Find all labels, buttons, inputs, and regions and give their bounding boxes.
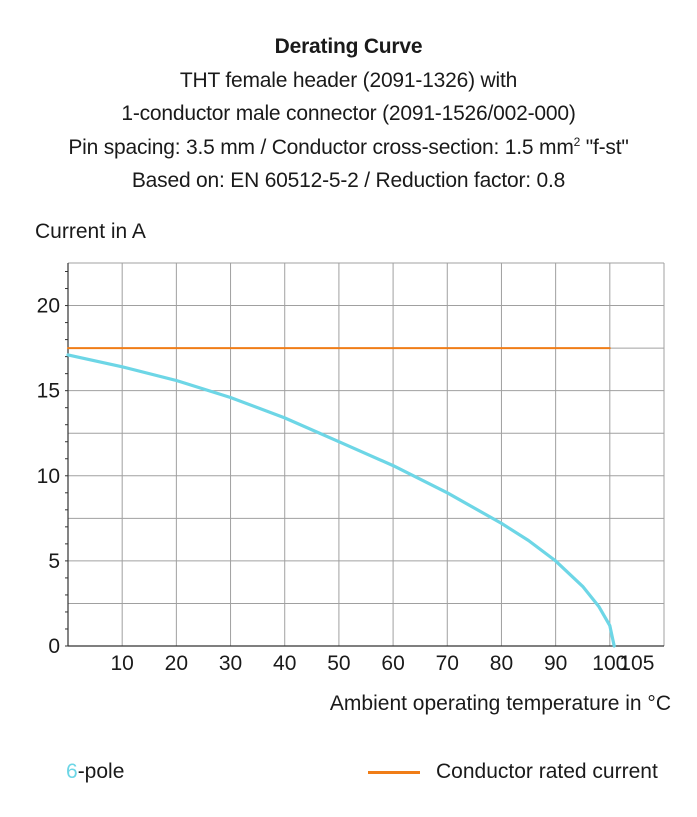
x-tick-label: 20 — [165, 652, 188, 675]
y-tick-label: 20 — [37, 295, 60, 318]
y-axis-label: Current in A — [35, 220, 146, 243]
x-tick-label: 100 — [592, 652, 627, 675]
legend-series-suffix: -pole — [77, 760, 125, 783]
x-tick-label: 90 — [544, 652, 567, 675]
x-tick-label: 80 — [490, 652, 513, 675]
y-tick-label: 0 — [48, 635, 60, 658]
y-tick-label: 10 — [37, 465, 60, 488]
x-tick-label: 60 — [381, 652, 404, 675]
x-tick-label: 50 — [327, 652, 350, 675]
y-tick-label: 5 — [48, 550, 60, 573]
legend-item-6-pole: 6-pole — [66, 760, 124, 784]
x-axis-label: Ambient operating temperature in °C — [329, 692, 671, 715]
axes — [67, 263, 664, 647]
legend-series-number: 6 — [66, 760, 78, 783]
chart-subtitle-line-2: THT female header (2091-1326) with — [179, 68, 518, 92]
x-tick-label: 40 — [273, 652, 296, 675]
chart-title: Derating Curve — [274, 35, 423, 58]
x-tick-label: 70 — [436, 652, 459, 675]
chart-subtitle-line-4: Pin spacing: 3.5 mm / Conductor cross-se… — [0, 131, 697, 165]
series-line-6-pole — [66, 353, 616, 648]
chart-subtitle-line-5: Based on: EN 60512-5-2 / Reduction facto… — [131, 169, 566, 192]
series-lines — [66, 347, 616, 648]
chart-subtitle-line-3: 1-conductor male connector (2091-1526/00… — [121, 102, 576, 125]
x-tick-label: 10 — [111, 652, 134, 675]
x-tick-label: 30 — [219, 652, 242, 675]
legend-rated-label: Conductor rated current — [436, 760, 658, 783]
y-tick-label: 15 — [37, 380, 60, 403]
chart-header: Derating Curve THT female header (2091-1… — [0, 30, 697, 198]
pin-spacing-text: Pin spacing: 3.5 mm / Conductor cross-se… — [68, 135, 574, 159]
legend-item-rated-current: Conductor rated current — [368, 760, 658, 784]
legend-rated-swatch — [368, 770, 420, 774]
conductor-type-text: "f-st" — [580, 135, 629, 159]
squared-superscript: 2 — [573, 134, 581, 149]
x-tick-label: 105 — [619, 652, 654, 675]
